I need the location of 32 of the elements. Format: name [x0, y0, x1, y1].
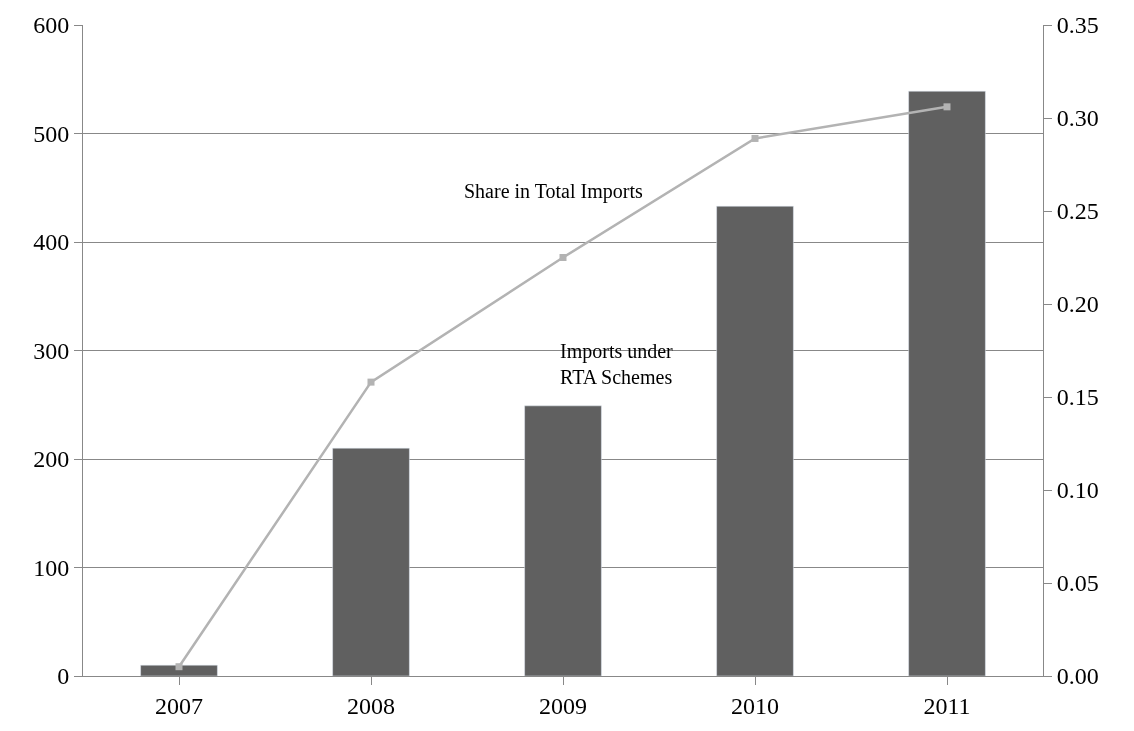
x-tick-label: 2007 [155, 692, 203, 719]
point [559, 254, 567, 261]
point [751, 134, 759, 142]
point [943, 103, 951, 111]
bar [140, 664, 218, 676]
x-tick-label: 2008 [347, 692, 395, 719]
x-tick-label: 2009 [539, 692, 587, 719]
bar [524, 405, 602, 676]
bar [716, 205, 794, 676]
y-tick-label: 200 [33, 446, 70, 473]
bar [332, 447, 410, 676]
y2-tick-label: 0.35 [1056, 12, 1099, 39]
y-tick-label: 500 [33, 120, 70, 147]
y-tick-label: 600 [33, 12, 70, 39]
y-tick-label: 300 [33, 337, 70, 364]
point [367, 378, 375, 386]
bar [908, 90, 986, 676]
x-tick-label: 2010 [731, 692, 779, 719]
point [175, 663, 183, 671]
annotation: Imports under RTA Schemes [560, 340, 674, 388]
y-tick-label: 100 [33, 554, 70, 581]
y2-tick-label: 0.00 [1056, 663, 1099, 690]
y-tick-label: 0 [57, 663, 70, 690]
y2-tick-label: 0.15 [1056, 384, 1099, 411]
y2-tick-label: 0.05 [1056, 570, 1099, 597]
y2-tick-label: 0.20 [1056, 291, 1099, 318]
x-tick-label: 2011 [923, 692, 971, 719]
y2-tick-label: 0.30 [1056, 105, 1099, 132]
y2-tick-label: 0.10 [1056, 477, 1099, 504]
y2-tick-label: 0.25 [1056, 198, 1099, 225]
y-tick-label: 400 [33, 229, 70, 256]
annotation: Share in Total Imports [464, 180, 643, 203]
